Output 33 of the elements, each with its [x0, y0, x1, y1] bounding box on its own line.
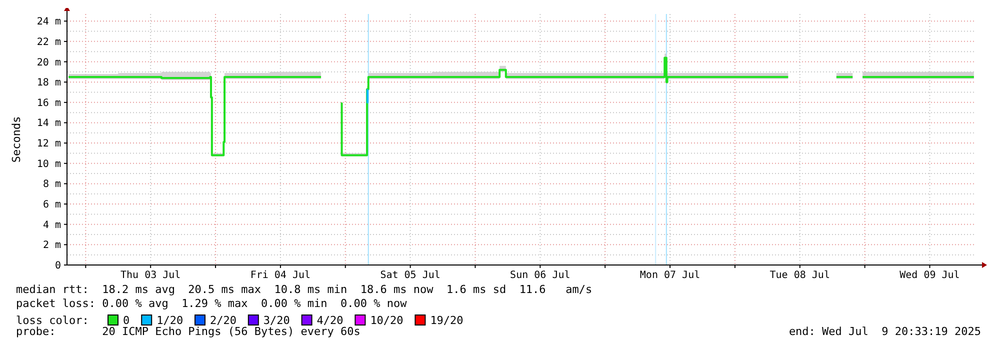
- text: end: Wed Jul 9 20:33:19 2025: [788, 325, 981, 339]
- y-tick-label: 8 m: [42, 179, 61, 190]
- y-tick-label: 0: [54, 260, 61, 272]
- legend-label: 3/20: [263, 314, 290, 327]
- y-tick-label: 20 m: [36, 57, 61, 68]
- y-axis-title: Seconds: [10, 116, 23, 163]
- legend-label: 2/20: [210, 314, 236, 327]
- y-tick-label: 4 m: [42, 220, 61, 231]
- text: probe: 20 ICMP Echo Pings (56 Bytes) every 60s: [16, 325, 360, 339]
- legend-label: 0: [123, 314, 130, 327]
- y-tick-label: 14 m: [36, 118, 61, 130]
- text: packet loss: 0.00 % avg 1.29 % max 0.00 % min 0.00 % now: [16, 297, 407, 311]
- x-tick-label: Sun 06 Jul: [510, 270, 570, 281]
- y-tick-label: 2 m: [42, 240, 61, 252]
- legend-label: 10/20: [370, 314, 404, 327]
- x-tick-label: Thu 03 Jul: [120, 270, 181, 281]
- y-tick-label: 18 m: [36, 78, 61, 89]
- y-tick-label: 24 m: [36, 16, 61, 28]
- y-tick-label: 22 m: [36, 36, 61, 48]
- text: median rtt: 18.2 ms avg 20.5 ms max 10.8 ms min 18.6 ms now 1.6 ms sd 11.6 am/s: [16, 283, 592, 297]
- legend-label: 19/20: [430, 314, 464, 327]
- x-tick-label: Mon 07 Jul: [640, 270, 700, 281]
- legend-label: 4/20: [316, 314, 344, 327]
- x-tick-label: Sat 05 Jul: [380, 270, 440, 281]
- y-tick-label: 16 m: [36, 98, 61, 109]
- y-tick-label: 12 m: [36, 138, 61, 150]
- x-tick-label: Tue 08 Jul: [770, 270, 830, 281]
- legend-title: loss color:: [16, 314, 89, 327]
- y-tick-label: 6 m: [42, 200, 61, 211]
- x-tick-label: Fri 04 Jul: [250, 270, 311, 281]
- y-tick-label: 10 m: [36, 158, 61, 170]
- legend-label: 1/20: [156, 314, 184, 327]
- x-tick-label: Wed 09 Jul: [900, 270, 960, 281]
